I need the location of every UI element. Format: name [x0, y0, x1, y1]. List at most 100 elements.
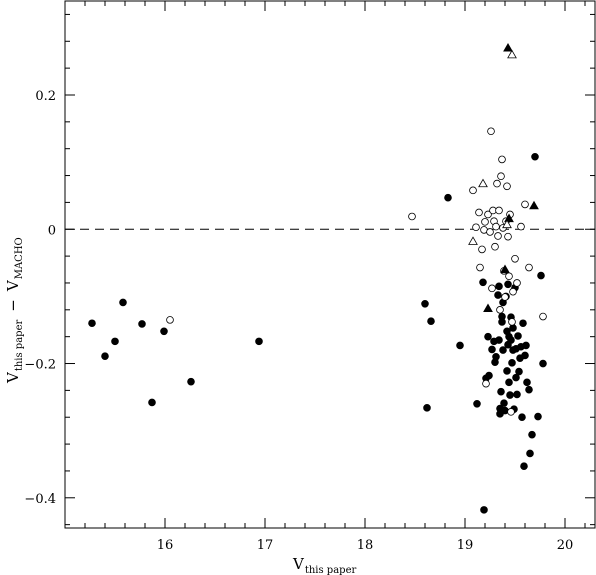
open-circle-point [488, 284, 496, 293]
y-axis-title-main: V [4, 371, 22, 384]
filled-circle-point [515, 367, 523, 376]
open-circle-point [475, 208, 483, 217]
x-tick-label: 17 [257, 538, 274, 553]
open-circle-point [525, 263, 533, 272]
open-circle-point [496, 306, 504, 314]
open-circle-point [493, 179, 501, 188]
filled-circle-point [505, 378, 513, 387]
open-circle-point [408, 212, 416, 221]
x-axis-title-subscript: this paper [305, 565, 357, 575]
filled-circle-point [500, 399, 508, 407]
x-axis-ticks [84, 1, 586, 528]
open-circle-point [521, 200, 529, 209]
filled-circle-point [498, 318, 506, 326]
filled-circle-point [499, 346, 507, 354]
filled-circle-point [513, 390, 521, 399]
data-points [88, 42, 547, 514]
y-axis-ticks [65, 13, 595, 526]
open-circle-point [494, 232, 502, 240]
filled-circle-point [539, 359, 547, 368]
filled-circle-point [497, 387, 505, 396]
filled-circle-point [485, 371, 493, 380]
filled-circle-point [187, 377, 195, 386]
filled-triangle-point [503, 42, 513, 52]
y-tick-label: 0 [48, 223, 56, 238]
x-tick-labels: 16 17 18 19 20 [157, 538, 574, 553]
filled-circle-point [504, 280, 512, 289]
open-triangle-point [507, 49, 517, 59]
y-tick-label: −0.2 [24, 358, 56, 373]
open-circle-point [511, 254, 519, 263]
open-circle-point [478, 245, 486, 254]
open-circle-point [498, 155, 506, 164]
filled-circle-point [444, 193, 452, 202]
filled-circle-point [101, 352, 109, 360]
y-axis-title-second: V [4, 279, 22, 292]
filled-circle-point [119, 298, 127, 307]
y-axis-title-minus: − [4, 299, 22, 312]
filled-circle-point [525, 385, 533, 394]
filled-circle-point [519, 319, 527, 328]
filled-circle-point [495, 282, 503, 291]
filled-circle-point [521, 351, 529, 360]
filled-circle-point [148, 398, 156, 407]
filled-circle-point [528, 430, 536, 439]
filled-triangle-point [529, 200, 539, 210]
filled-circle-point [421, 299, 429, 308]
filled-circle-point [492, 353, 500, 361]
filled-circle-point [456, 341, 464, 350]
filled-circle-point [534, 412, 542, 421]
filled-circle-point [488, 345, 496, 354]
x-tick-label: 18 [357, 538, 374, 553]
filled-circle-point [479, 278, 487, 287]
filled-circle-point [526, 449, 534, 458]
open-triangle-point [478, 178, 488, 188]
filled-circle-point [514, 332, 522, 340]
open-circle-point [507, 408, 515, 416]
open-circle-point [503, 182, 511, 191]
filled-circle-point [138, 320, 146, 328]
open-triangle-point [502, 219, 512, 229]
filled-circle-point [531, 152, 539, 161]
filled-circle-point [255, 337, 263, 346]
open-circle-point [517, 222, 525, 231]
filled-circle-point [111, 337, 119, 346]
open-circle-point [482, 379, 490, 388]
open-circle-point [497, 172, 505, 181]
open-circle-point [491, 242, 499, 251]
open-circle-point [476, 263, 484, 272]
open-circle-point [501, 293, 509, 301]
filled-circle-point [473, 400, 481, 408]
y-tick-label: 0.2 [35, 89, 56, 104]
filled-circle-point [512, 373, 520, 382]
open-circle-point [508, 318, 516, 326]
y-axis-title: Vthis paper−VMACHO [4, 237, 25, 384]
open-circle-point [492, 222, 500, 231]
filled-circle-point [480, 506, 488, 514]
open-circle-point [166, 316, 174, 324]
open-triangle-point [468, 236, 478, 245]
open-circle-point [505, 272, 513, 281]
x-tick-label: 20 [557, 538, 574, 553]
plot-frame [64, 0, 596, 529]
filled-triangle-point [483, 303, 493, 313]
y-tick-label: −0.4 [24, 492, 56, 507]
y-axis-title-second-subscript: MACHO [14, 237, 25, 279]
filled-circle-point [494, 291, 502, 299]
filled-circle-point [427, 317, 435, 326]
filled-circle-point [423, 404, 431, 412]
open-circle-point [504, 232, 512, 241]
open-circle-point [484, 210, 492, 219]
y-axis-title-main-subscript: this paper [14, 320, 25, 372]
x-tick-label: 16 [157, 538, 174, 553]
open-circle-point [487, 127, 495, 136]
filled-circle-point [518, 413, 526, 422]
open-circle-point [481, 218, 489, 226]
open-circle-point [469, 186, 477, 195]
open-circle-point [486, 228, 494, 236]
filled-circle-point [523, 378, 531, 387]
open-circle-point [495, 206, 503, 215]
filled-circle-point [88, 319, 96, 328]
open-circle-point [539, 312, 547, 321]
